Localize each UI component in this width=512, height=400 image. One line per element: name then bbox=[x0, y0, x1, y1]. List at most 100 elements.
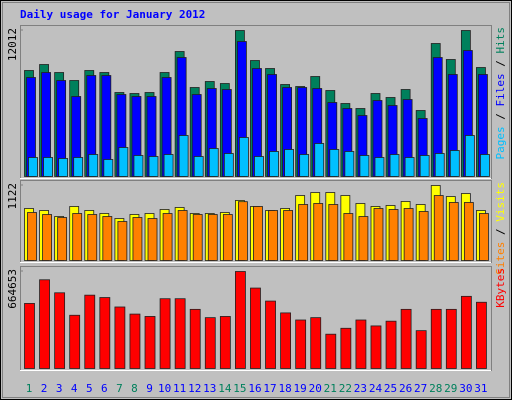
bar bbox=[250, 287, 261, 369]
bar bbox=[419, 155, 430, 177]
bar bbox=[133, 155, 144, 177]
bar bbox=[325, 333, 337, 369]
bar bbox=[159, 298, 171, 369]
bar bbox=[400, 308, 412, 369]
legend-separator: / bbox=[494, 54, 507, 74]
bar bbox=[344, 151, 355, 177]
bar bbox=[340, 327, 352, 369]
bar bbox=[88, 154, 99, 177]
x-tick-label: 2 bbox=[41, 382, 48, 395]
bar bbox=[223, 153, 234, 177]
bar bbox=[178, 135, 189, 177]
bar bbox=[114, 306, 126, 369]
bar bbox=[163, 154, 174, 177]
bar bbox=[328, 204, 339, 261]
legend-separator: / bbox=[494, 222, 507, 242]
x-tick-label: 29 bbox=[444, 382, 457, 395]
bar bbox=[57, 217, 68, 261]
bar bbox=[192, 214, 203, 261]
bar bbox=[235, 271, 246, 369]
bar bbox=[24, 303, 35, 369]
x-tick-label: 5 bbox=[86, 382, 93, 395]
y-tick-label: 12012 bbox=[6, 28, 19, 61]
x-tick-label: 30 bbox=[459, 382, 472, 395]
bar bbox=[403, 208, 414, 261]
bar bbox=[314, 143, 325, 177]
bar bbox=[84, 294, 96, 369]
x-tick-label: 24 bbox=[369, 382, 383, 395]
legend-entry: Files bbox=[494, 73, 507, 106]
bar bbox=[430, 308, 442, 369]
bar bbox=[355, 319, 367, 369]
x-tick-label: 15 bbox=[233, 382, 246, 395]
bar bbox=[329, 149, 340, 177]
bar bbox=[148, 156, 159, 177]
bar bbox=[54, 292, 66, 369]
bar bbox=[480, 154, 490, 177]
bar bbox=[177, 210, 188, 261]
x-tick-label: 27 bbox=[414, 382, 427, 395]
bar bbox=[283, 210, 293, 261]
bar bbox=[445, 308, 457, 369]
bar bbox=[434, 153, 445, 177]
bar bbox=[476, 301, 487, 369]
legend-entry: Pages bbox=[494, 126, 507, 159]
legend: Sites / Visits bbox=[494, 182, 507, 275]
bar bbox=[359, 155, 370, 177]
bar bbox=[87, 214, 98, 261]
bar bbox=[147, 218, 158, 261]
x-tick-label: 4 bbox=[71, 382, 78, 395]
x-tick-label: 31 bbox=[474, 382, 487, 395]
bar bbox=[298, 204, 309, 261]
bar bbox=[404, 157, 415, 177]
bar bbox=[284, 149, 294, 177]
x-tick-label: 13 bbox=[203, 382, 216, 395]
bar bbox=[27, 212, 37, 261]
legend-entry: Sites bbox=[494, 242, 507, 275]
bar bbox=[463, 202, 474, 261]
bar bbox=[343, 213, 354, 261]
bar bbox=[118, 147, 129, 177]
bar bbox=[129, 313, 141, 369]
bar bbox=[144, 316, 156, 369]
bar bbox=[265, 300, 276, 369]
x-tick-label: 3 bbox=[56, 382, 63, 395]
bar bbox=[385, 320, 397, 369]
bar bbox=[433, 195, 444, 261]
bar bbox=[117, 221, 128, 261]
bar bbox=[448, 202, 459, 261]
bar bbox=[72, 213, 83, 261]
x-tick-label: 1 bbox=[26, 382, 33, 395]
x-tick-label: 11 bbox=[173, 382, 186, 395]
bar bbox=[222, 214, 233, 261]
bar bbox=[373, 208, 384, 261]
bar bbox=[28, 157, 38, 177]
bar bbox=[299, 154, 310, 177]
bar bbox=[415, 330, 427, 369]
bar bbox=[239, 137, 249, 177]
bar bbox=[268, 210, 278, 261]
bar bbox=[388, 209, 399, 261]
bar bbox=[42, 214, 52, 261]
bar bbox=[39, 279, 50, 369]
x-tick-label: 17 bbox=[263, 382, 276, 395]
x-tick-label: 12 bbox=[188, 382, 201, 395]
x-tick-label: 8 bbox=[131, 382, 138, 395]
bar bbox=[189, 308, 201, 369]
x-tick-label: 28 bbox=[429, 382, 442, 395]
x-tick-label: 18 bbox=[278, 382, 291, 395]
bar bbox=[132, 217, 143, 261]
chart-title: Daily usage for January 2012 bbox=[20, 8, 205, 21]
y-tick-label: 664653 bbox=[6, 269, 19, 309]
x-tick-label: 7 bbox=[116, 382, 123, 395]
bar bbox=[280, 312, 291, 369]
bar bbox=[69, 314, 81, 369]
x-tick-label: 23 bbox=[354, 382, 367, 395]
bar bbox=[269, 151, 279, 177]
bar bbox=[99, 297, 111, 369]
bar bbox=[374, 157, 385, 177]
bar bbox=[389, 154, 400, 177]
